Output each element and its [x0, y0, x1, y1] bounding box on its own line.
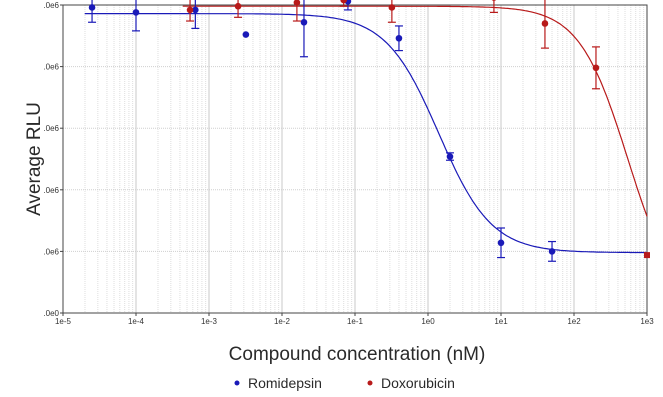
- y-axis-ticks: .0e0 .0e6 .0e6 .0e6 .0e6 .0e6: [43, 1, 63, 318]
- fit-curve-doxorubicin: [182, 5, 648, 217]
- data-point-romidepsin: [446, 153, 454, 160]
- data-point-romidepsin: [242, 31, 250, 38]
- legend-marker-romidepsin: [234, 380, 240, 386]
- x-tick-label: 1e-1: [347, 317, 364, 326]
- grid: [62, 4, 647, 314]
- data-point-romidepsin: [497, 239, 505, 247]
- data-point-doxorubicin: [234, 2, 242, 10]
- data-point-doxorubicin: [541, 20, 549, 27]
- y-tick-label: .0e6: [43, 63, 59, 72]
- data-point-doxorubicin: [186, 6, 194, 14]
- y-tick-label: .0e6: [43, 124, 59, 133]
- data-point-romidepsin: [395, 34, 403, 42]
- x-tick-label: 1e-5: [55, 317, 72, 326]
- legend-label-romidepsin: Romidepsin: [248, 375, 322, 391]
- data-point-doxorubicin: [592, 64, 600, 72]
- x-tick-label: 1e-2: [274, 317, 291, 326]
- data-point-romidepsin: [300, 18, 308, 26]
- y-tick-label: .0e6: [43, 247, 59, 256]
- x-tick-label: 1e-4: [128, 317, 145, 326]
- data-point-romidepsin: [132, 9, 140, 16]
- x-tick-label: 1e2: [567, 317, 581, 326]
- legend-marker-doxorubicin: [367, 380, 373, 386]
- data-point-romidepsin: [192, 6, 199, 14]
- data-points: [88, 0, 650, 262]
- data-point-romidepsin: [548, 248, 556, 255]
- x-tick-label: 1e0: [421, 317, 435, 326]
- x-axis-ticks: 1e-5 1e-4 1e-3 1e-2 1e-1 1e0 1e1 1e2 1e3: [55, 313, 654, 326]
- x-axis-title: Compound concentration (nM): [229, 344, 486, 365]
- y-tick-label: .0e6: [43, 186, 59, 195]
- x-tick-label: 1e1: [494, 317, 508, 326]
- x-tick-label: 1e-3: [201, 317, 218, 326]
- legend-label-doxorubicin: Doxorubicin: [381, 375, 455, 391]
- data-point-doxorubicin: [644, 252, 650, 259]
- legend: Romidepsin Doxorubicin: [234, 375, 455, 391]
- data-point-doxorubicin: [491, 0, 497, 1]
- data-point-romidepsin: [88, 4, 96, 11]
- y-tick-label: .0e6: [43, 1, 59, 10]
- x-tick-label: 1e3: [640, 317, 654, 326]
- data-point-doxorubicin: [293, 0, 301, 6]
- y-tick-label: .0e0: [43, 309, 59, 318]
- data-point-doxorubicin: [388, 4, 396, 11]
- data-point-doxorubicin: [340, 0, 347, 4]
- y-axis-title: Average RLU: [24, 102, 45, 216]
